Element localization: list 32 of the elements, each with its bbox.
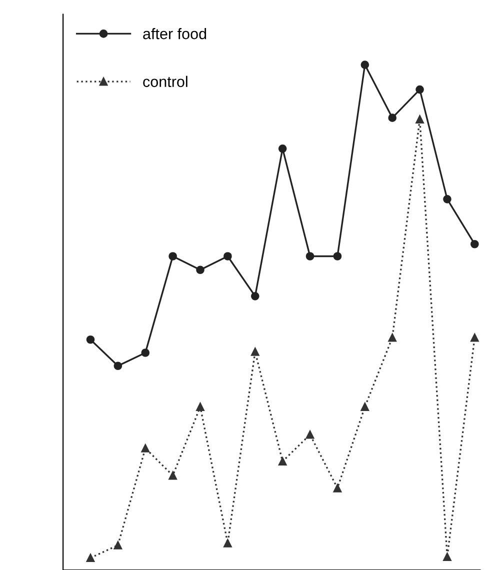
point (114, 362, 122, 370)
legend-label: after food (143, 28, 206, 40)
point (360, 402, 370, 411)
point (443, 194, 452, 204)
point (278, 144, 287, 153)
point (306, 430, 314, 439)
point (250, 348, 260, 356)
point (443, 552, 452, 562)
point (114, 541, 122, 550)
point (278, 457, 287, 466)
point (333, 484, 342, 492)
point (86, 554, 95, 562)
point (196, 402, 204, 411)
point (224, 539, 232, 548)
point (360, 60, 370, 69)
point (416, 85, 424, 94)
point (388, 114, 397, 122)
point (168, 252, 177, 260)
point (250, 292, 260, 300)
point (470, 333, 479, 342)
point (196, 266, 204, 274)
point (224, 252, 232, 260)
point (168, 471, 177, 480)
point (416, 115, 424, 124)
point (86, 335, 95, 344)
point (141, 348, 150, 357)
legend-label: control (143, 76, 188, 88)
point (333, 252, 342, 260)
point (141, 444, 150, 452)
point (470, 240, 479, 248)
point (306, 252, 314, 260)
point (388, 333, 397, 342)
